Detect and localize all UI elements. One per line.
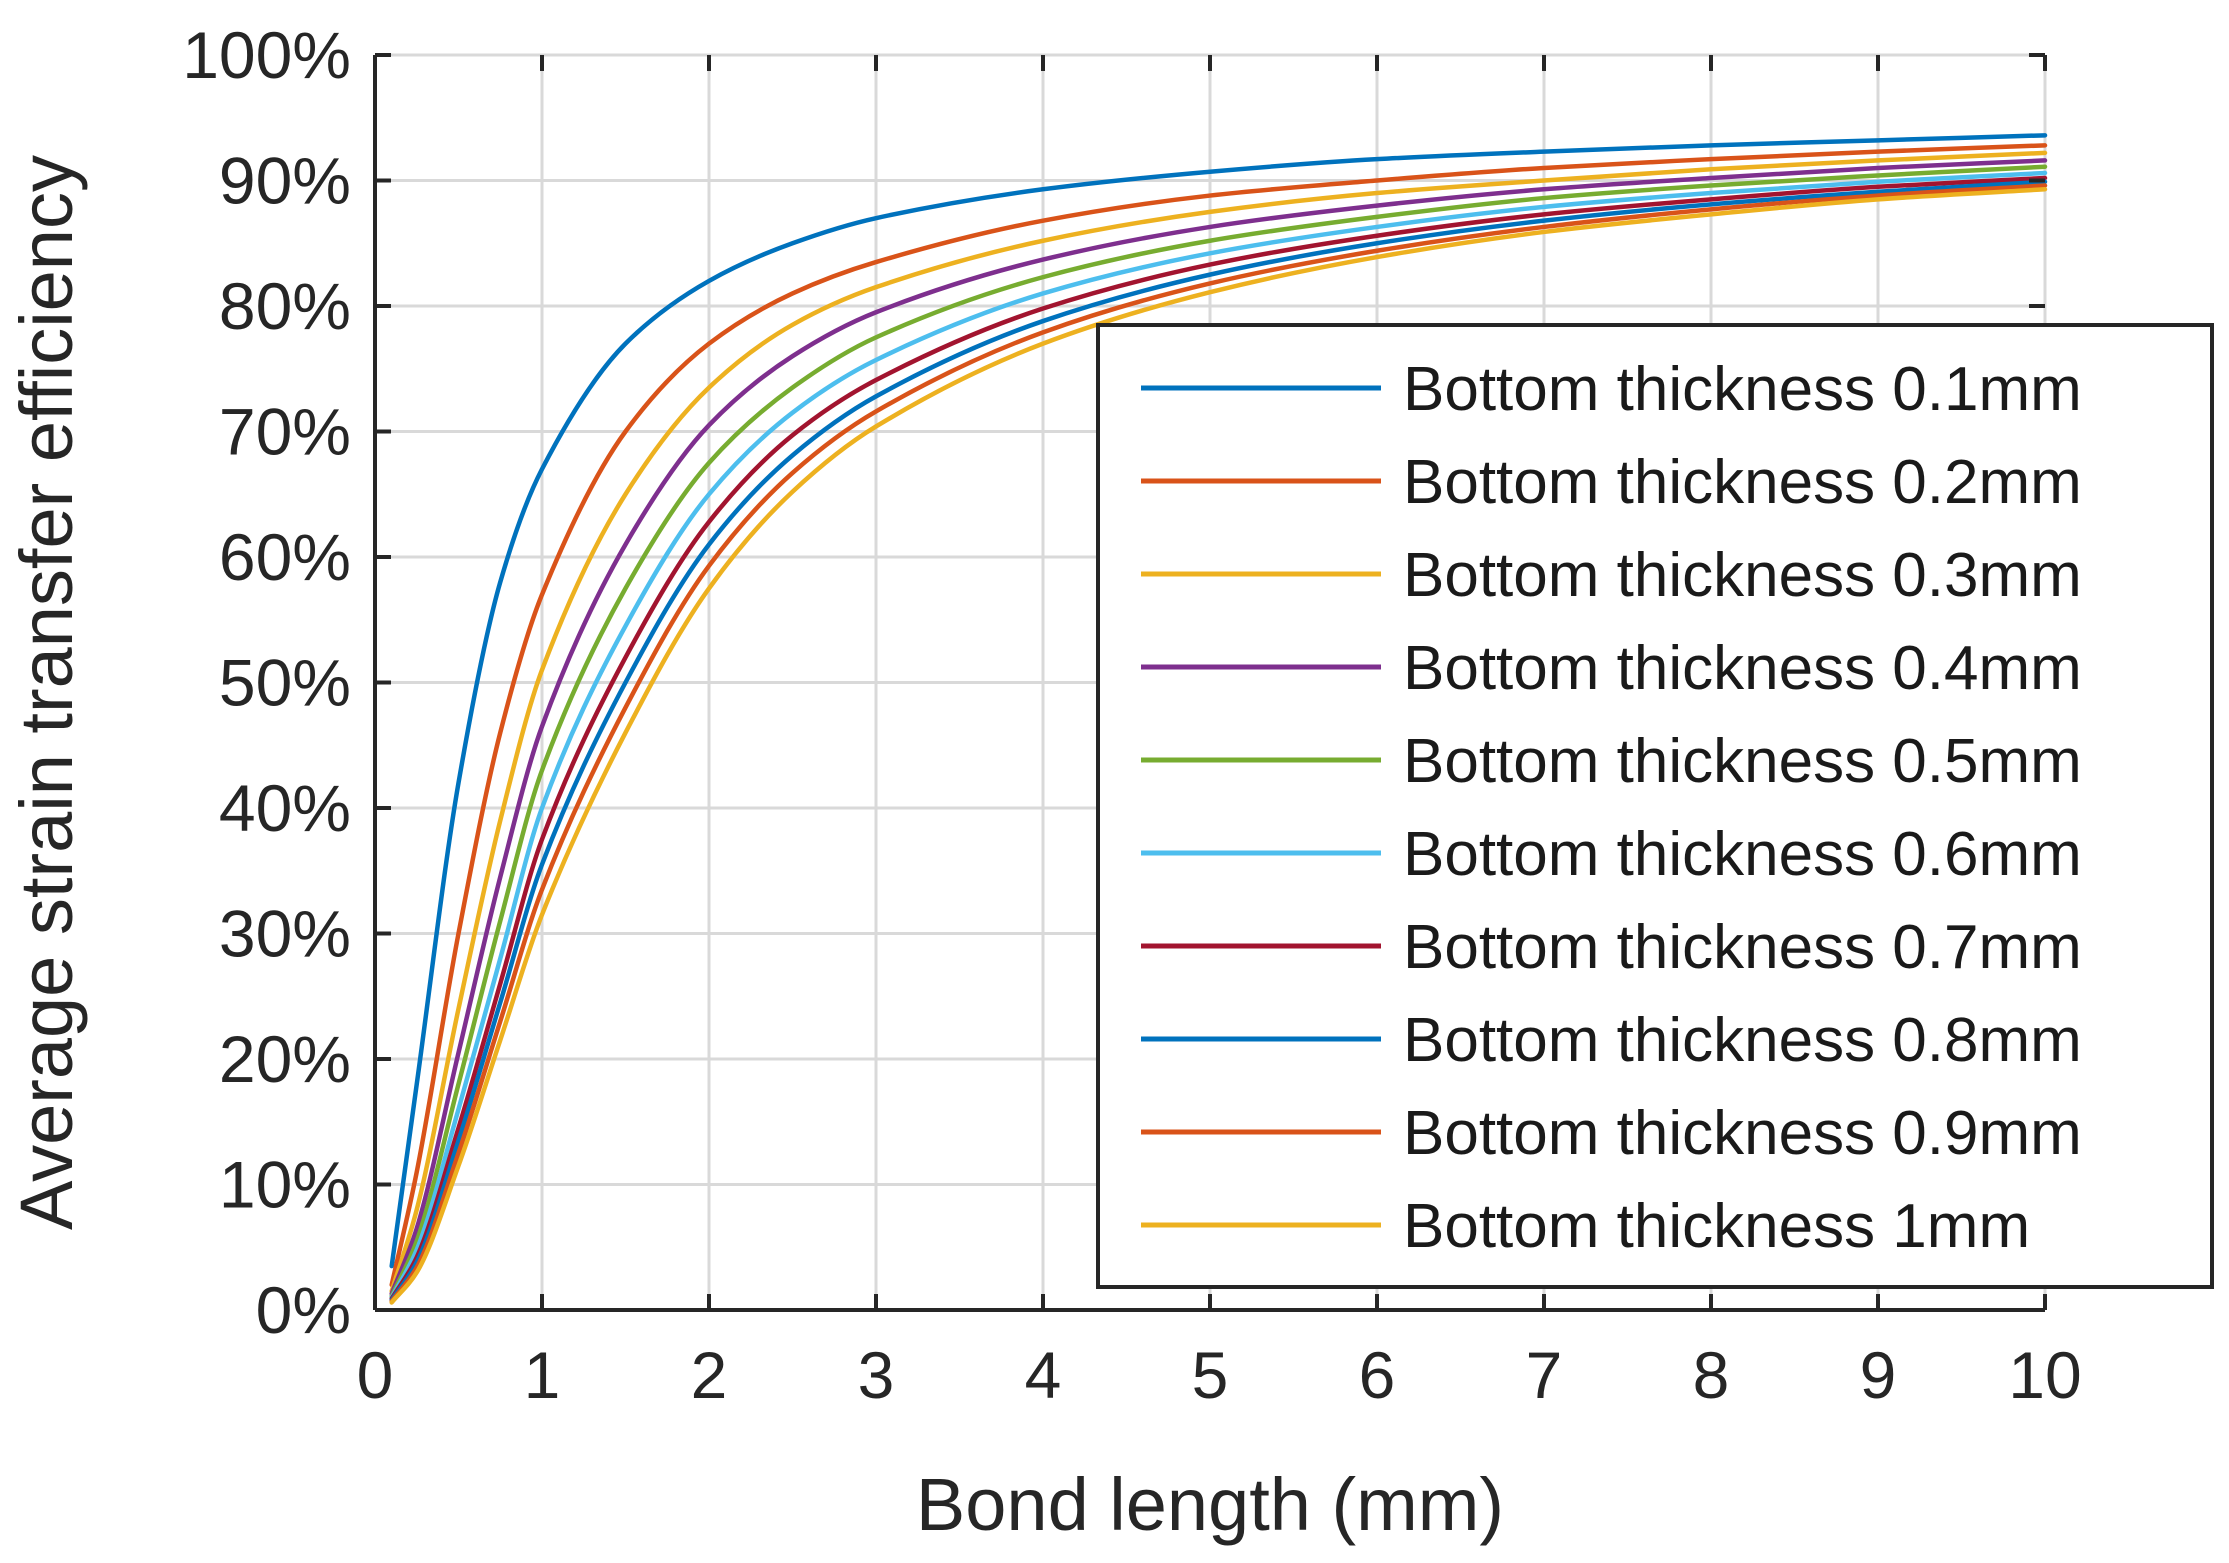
y-tick-label: 60%: [219, 520, 351, 594]
legend-label-5: Bottom thickness 0.5mm: [1403, 727, 2082, 796]
legend: Bottom thickness 0.1mm Bottom thickness 0…: [1096, 323, 2214, 1289]
series-line-7: [389, 175, 2048, 1301]
x-tick-label: 2: [691, 1338, 728, 1412]
y-tick-label: 10%: [219, 1148, 351, 1222]
series-line-5: [389, 164, 2048, 1299]
y-tick-label: 70%: [219, 395, 351, 469]
series-line-3: [389, 150, 2048, 1294]
y-tick-label: 40%: [219, 771, 351, 845]
x-tick-label: 4: [1025, 1338, 1062, 1412]
y-tick-label: 80%: [219, 269, 351, 343]
legend-label-2: Bottom thickness 0.2mm: [1403, 448, 2082, 517]
legend-label-6: Bottom thickness 0.6mm: [1403, 820, 2082, 889]
x-tick-label: 0: [357, 1338, 394, 1412]
y-tick-label: 0%: [256, 1273, 351, 1347]
y-axis-title: Average strain transfer efficiency: [5, 155, 88, 1230]
legend-label-4: Bottom thickness 0.4mm: [1403, 634, 2082, 703]
series-lines: [389, 133, 2048, 1305]
series-line-6: [389, 170, 2048, 1300]
x-tick-label: 9: [1860, 1338, 1897, 1412]
legend-label-9: Bottom thickness 0.9mm: [1403, 1099, 2082, 1168]
y-tick-label: 50%: [219, 646, 351, 720]
x-tick-label: 6: [1359, 1338, 1396, 1412]
y-tick-label: 20%: [219, 1022, 351, 1096]
x-tick-label: 7: [1526, 1338, 1563, 1412]
series-line-10: [389, 187, 2048, 1305]
axes: [373, 53, 2047, 1312]
legend-label-10: Bottom thickness 1mm: [1403, 1192, 2030, 1261]
x-tick-label: 5: [1192, 1338, 1229, 1412]
legend-label-1: Bottom thickness 0.1mm: [1403, 355, 2082, 424]
series-line-8: [389, 179, 2048, 1303]
legend-label-7: Bottom thickness 0.7mm: [1403, 913, 2082, 982]
series-line-1: [389, 133, 2048, 1269]
x-tick-label: 8: [1693, 1338, 1730, 1412]
y-tick-label: 90%: [219, 144, 351, 218]
y-tick-label: 100%: [182, 18, 351, 92]
series-line-4: [389, 158, 2048, 1296]
legend-box: [1096, 323, 2214, 1289]
series-line-2: [389, 143, 2048, 1288]
legend-label-3: Bottom thickness 0.3mm: [1403, 541, 2082, 610]
x-axis-title: Bond length (mm): [916, 1463, 1504, 1546]
y-tick-label: 30%: [219, 897, 351, 971]
x-tick-label: 1: [524, 1338, 561, 1412]
x-tick-label: 3: [858, 1338, 895, 1412]
series-line-9: [389, 183, 2048, 1304]
x-tick-label: 10: [2008, 1338, 2081, 1412]
tick-labels: 0 1 2 3 4 5 6 7 8 9 100%10%20%30%40%50%60%70%80%90…: [182, 18, 2082, 1412]
legend-label-8: Bottom thickness 0.8mm: [1403, 1006, 2082, 1075]
